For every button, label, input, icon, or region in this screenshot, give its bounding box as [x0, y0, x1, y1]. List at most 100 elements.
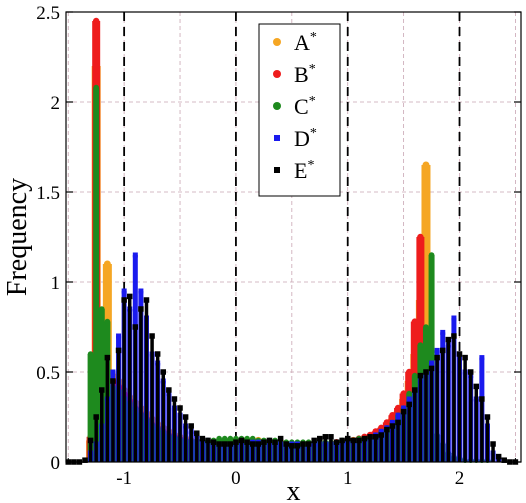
bar-cap-e [93, 414, 99, 420]
y-tick-label: 1.5 [36, 183, 60, 204]
bar-cap-e [294, 443, 301, 449]
bar-cap-e [372, 434, 379, 440]
x-tick-label: 2 [455, 468, 465, 489]
bar-cap-e [439, 347, 446, 354]
bar-cap-e [467, 369, 474, 375]
bar-cap-e [423, 369, 429, 375]
bar-cap-e [378, 432, 385, 438]
bar-cap-e [261, 439, 267, 445]
bar-cap-e [160, 369, 167, 375]
bar-cap-e [445, 336, 452, 343]
legend-box [258, 23, 341, 197]
bar-cap-c [104, 318, 111, 325]
bar-cap-e [406, 401, 412, 408]
bar-cap-c [428, 252, 435, 258]
bar-cap-e [462, 354, 468, 361]
bar-cap-e [300, 441, 306, 447]
y-tick-label: 0.5 [36, 363, 60, 384]
bar-cap-e [266, 437, 273, 444]
bar-cap-d [429, 360, 435, 366]
bar-cap-e [182, 414, 189, 420]
bar-cap-e [238, 437, 245, 444]
bar-cap-c [411, 372, 418, 379]
legend-marker-d [274, 135, 280, 141]
bar-cap-e [82, 457, 88, 463]
bar-cap-e [311, 437, 317, 444]
plot-frame [65, 11, 522, 463]
bar-cap-e [249, 441, 256, 447]
bar-cap-e [154, 351, 161, 357]
bar-cap-e [350, 437, 357, 444]
bar-cap-e [428, 365, 435, 372]
bar-cap-d [378, 428, 384, 434]
y-axis-label: Frequency [2, 178, 33, 296]
legend-marker-e [274, 167, 280, 173]
bar-cap-e [479, 396, 485, 402]
legend-marker-b [273, 70, 281, 78]
bar-cap-e [344, 435, 351, 442]
bar-cap-e [283, 441, 289, 447]
bar-cap-e [132, 324, 139, 330]
bar-cap-e [400, 408, 407, 415]
bar-cap-e [121, 297, 127, 303]
bar-cap-e [356, 437, 362, 444]
bar-cap-e [87, 437, 94, 444]
bar-cap-a [422, 161, 430, 169]
bar-cap-d [121, 288, 127, 294]
bar-cap-e [149, 333, 155, 339]
bar-cap-e [451, 333, 457, 339]
bar-cap-e [166, 387, 172, 393]
bar-cap-e [490, 441, 496, 447]
bar-cap-d [406, 396, 412, 402]
bar-cap-d [116, 333, 122, 339]
bar-cap-d [132, 252, 138, 258]
bar-cap-e [138, 306, 144, 312]
bar-cap-e [361, 435, 368, 442]
bar-cap-c [216, 435, 222, 442]
legend-marker-c [273, 102, 281, 110]
bar-cap-e [216, 441, 222, 447]
bar-cap-e [99, 387, 105, 393]
bar-cap-e [177, 405, 183, 411]
bar-cap-e [395, 419, 401, 426]
bar-cap-e [221, 441, 228, 447]
bar-cap-e [417, 372, 424, 379]
y-tick-label: 0 [51, 453, 61, 474]
bar-cap-b [92, 17, 100, 25]
legend: A*B*C*D*E* [258, 23, 341, 197]
bar-cap-e [412, 387, 418, 393]
x-axis-label: x [287, 476, 301, 503]
bar-cap-e [367, 434, 373, 440]
bar-series [65, 17, 519, 465]
bar-cap-e [104, 354, 111, 361]
bar-cap-b [417, 233, 424, 241]
bar-cap-e [199, 435, 206, 442]
bar-cap-e [110, 378, 116, 384]
x-tick-label: 1 [343, 468, 353, 489]
bar-cap-d [395, 412, 401, 418]
bar-cap-e [484, 414, 491, 420]
bar-cap-c [227, 435, 234, 442]
bar-cap-e [115, 347, 122, 354]
bar-cap-e [277, 435, 284, 442]
bar-cap-e [317, 435, 323, 442]
bar-cap-e [126, 293, 133, 300]
bar-cap-e [434, 354, 440, 361]
bar-cap-e [244, 439, 250, 445]
bar-cap-e [389, 423, 396, 429]
bar-cap-e [456, 351, 463, 357]
bar-cap-d [451, 315, 457, 321]
bar-cap-e [305, 441, 312, 447]
bar-cap-d [401, 405, 407, 411]
legend-marker-a [273, 38, 281, 46]
bar-cap-a [103, 260, 111, 268]
bar-cap-e [255, 441, 262, 447]
bar-cap-e [473, 383, 480, 390]
bar-cap-d [440, 329, 446, 335]
bar-cap-e [171, 396, 178, 402]
bar-cap-e [495, 453, 502, 460]
bar-cap-d [479, 355, 485, 361]
bar-cap-e [333, 439, 340, 445]
bar-cap-e [227, 441, 234, 447]
